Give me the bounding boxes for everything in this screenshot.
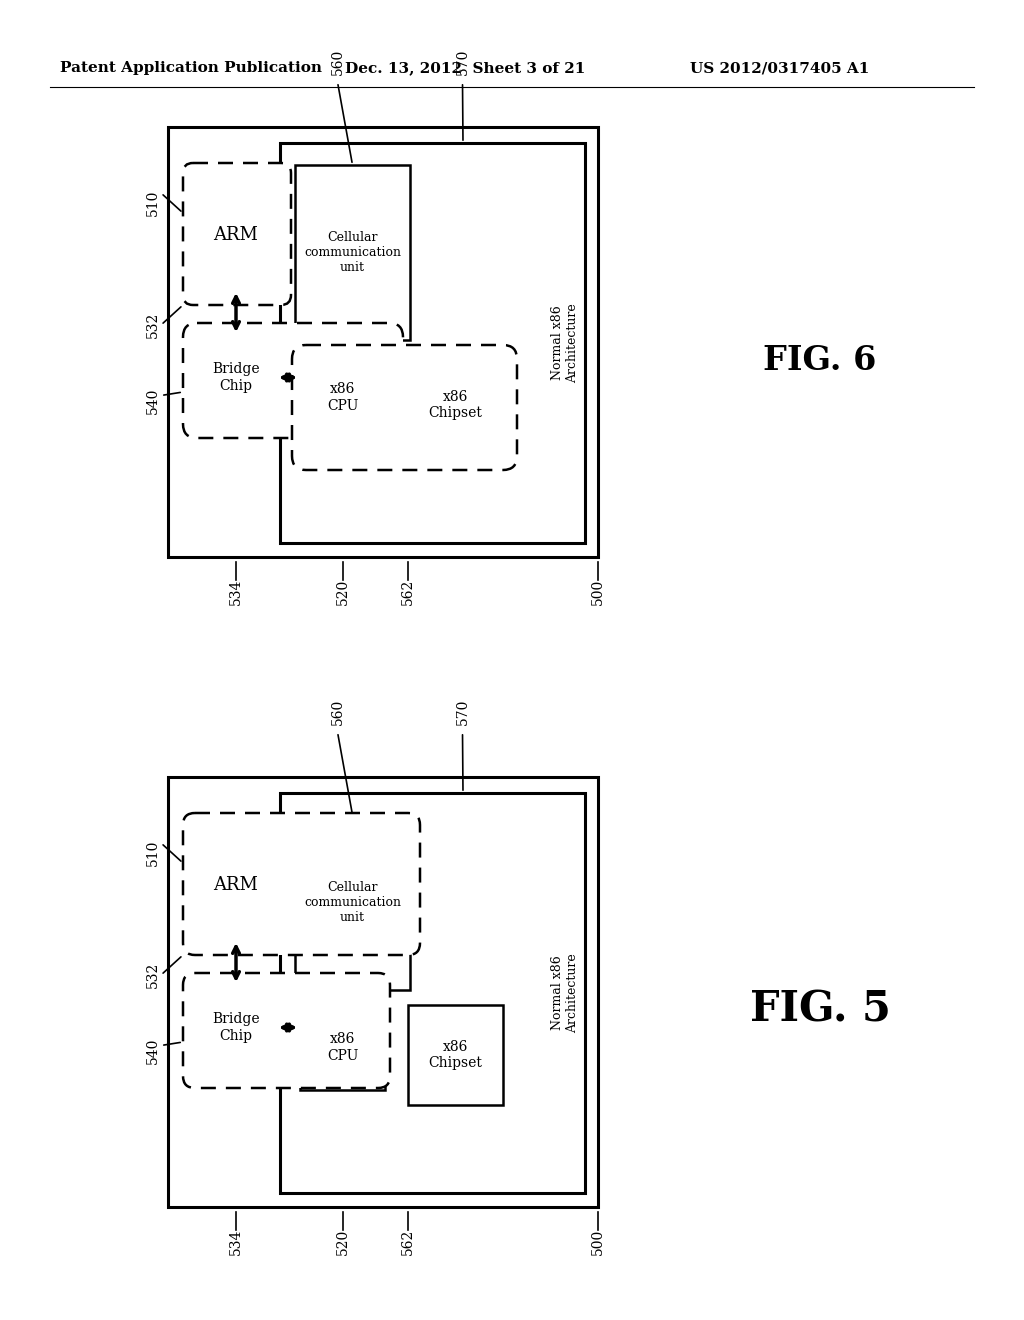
Text: 500: 500	[591, 579, 605, 605]
Text: 510: 510	[146, 190, 160, 216]
FancyBboxPatch shape	[292, 345, 517, 470]
Text: 570: 570	[456, 698, 469, 725]
FancyBboxPatch shape	[183, 973, 390, 1088]
Text: Bridge
Chip: Bridge Chip	[212, 363, 260, 392]
Bar	[196, 335, 276, 420]
Text: Cellular
communication
unit: Cellular communication unit	[304, 880, 401, 924]
Text: FIG. 5: FIG. 5	[750, 989, 891, 1031]
Text: Cellular
communication
unit: Cellular communication unit	[304, 231, 401, 275]
Bar	[196, 830, 276, 940]
Bar	[295, 165, 410, 341]
Text: 532: 532	[146, 962, 160, 989]
Bar	[168, 127, 598, 557]
Bar	[295, 814, 410, 990]
Bar	[196, 180, 276, 290]
Text: ARM: ARM	[214, 876, 258, 894]
FancyBboxPatch shape	[183, 162, 291, 305]
Bar	[408, 355, 503, 455]
Text: x86
CPU: x86 CPU	[327, 383, 358, 413]
Text: Normal x86
Architecture: Normal x86 Architecture	[551, 953, 579, 1032]
Text: 562: 562	[401, 579, 415, 605]
Text: 540: 540	[146, 387, 160, 413]
Bar	[300, 355, 385, 440]
Bar	[196, 985, 276, 1071]
Text: 570: 570	[456, 49, 469, 75]
Text: 534: 534	[229, 1229, 243, 1255]
Text: x86
Chipset: x86 Chipset	[429, 1040, 482, 1071]
Text: Patent Application Publication: Patent Application Publication	[60, 61, 322, 75]
Text: 560: 560	[331, 698, 344, 725]
Text: 540: 540	[146, 1038, 160, 1064]
Bar	[300, 1005, 385, 1090]
Bar	[280, 143, 585, 543]
Bar	[280, 793, 585, 1193]
Text: 500: 500	[591, 1229, 605, 1255]
Text: 560: 560	[331, 49, 344, 75]
Text: Bridge
Chip: Bridge Chip	[212, 1012, 260, 1043]
Text: FIG. 6: FIG. 6	[763, 343, 877, 376]
Text: Normal x86
Architecture: Normal x86 Architecture	[551, 304, 579, 383]
Text: Dec. 13, 2012  Sheet 3 of 21: Dec. 13, 2012 Sheet 3 of 21	[345, 61, 586, 75]
Text: ARM: ARM	[214, 226, 258, 244]
Text: x86
Chipset: x86 Chipset	[429, 389, 482, 420]
Text: US 2012/0317405 A1: US 2012/0317405 A1	[690, 61, 869, 75]
Bar	[168, 777, 598, 1206]
Text: 520: 520	[336, 579, 349, 605]
Text: 534: 534	[229, 578, 243, 605]
FancyBboxPatch shape	[183, 323, 403, 438]
Text: 562: 562	[401, 1229, 415, 1255]
Text: x86
CPU: x86 CPU	[327, 1032, 358, 1063]
FancyBboxPatch shape	[183, 813, 420, 954]
Bar	[408, 1005, 503, 1105]
Text: 510: 510	[146, 840, 160, 866]
Text: 532: 532	[146, 312, 160, 338]
Text: 520: 520	[336, 1229, 349, 1255]
